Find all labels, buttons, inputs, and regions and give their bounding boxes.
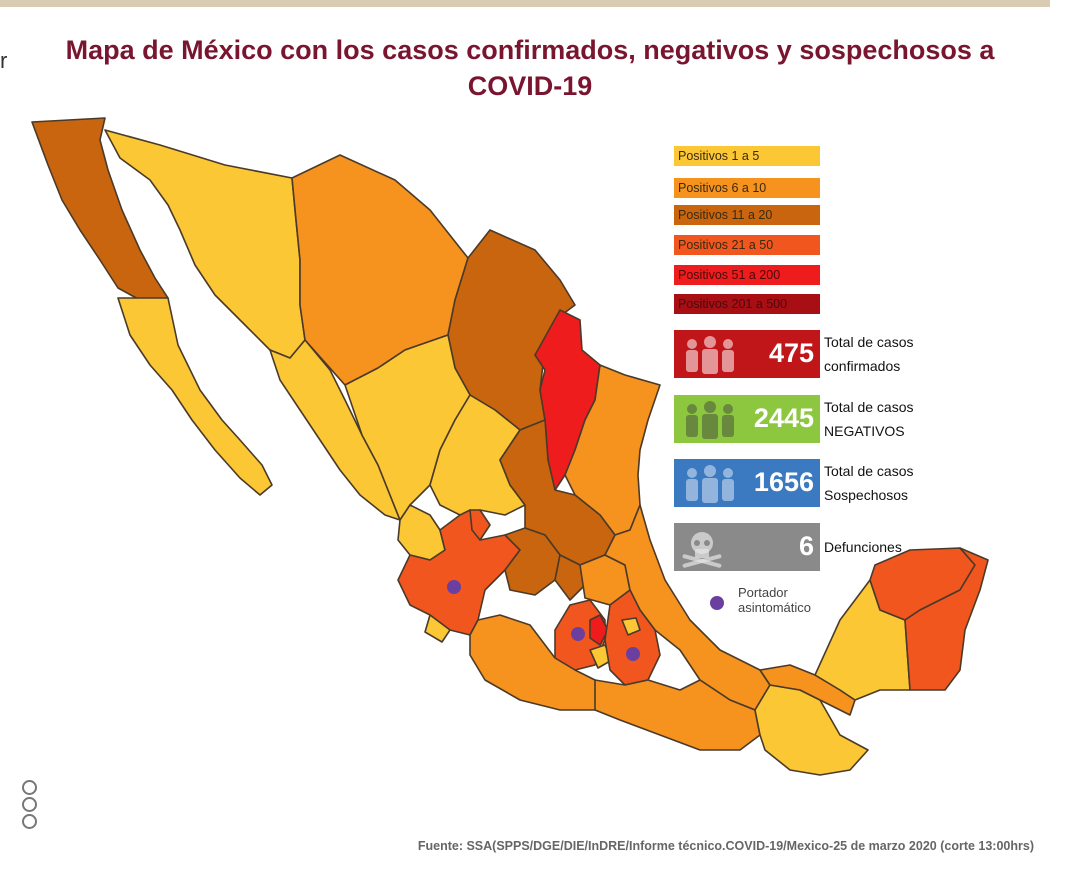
state-tlaxcala: [621, 617, 641, 636]
side-mark: r: [0, 48, 8, 73]
portador-marker-jalisco: [447, 580, 461, 594]
deaths-label: Defunciones: [824, 539, 902, 555]
portador-legend-dot: [710, 596, 724, 610]
portador-marker-puebla: [626, 647, 640, 661]
state-zacatecas: [429, 394, 526, 516]
state-quintana-roo: [904, 547, 989, 691]
people-icon: [686, 336, 734, 374]
negative-label: Total de casos NEGATIVOS: [824, 399, 914, 439]
state-aguascalientes: [469, 509, 491, 541]
negative-box: 2445: [674, 395, 820, 443]
suspect-box: 1656: [674, 459, 820, 507]
confirmed-label: Total de casos confirmados: [824, 334, 914, 374]
state-tabasco: [759, 664, 856, 716]
suspect-label: Total de casos Sospechosos: [824, 463, 914, 503]
state-guanajuato: [504, 527, 561, 596]
portador-legend-label: Portador asintomático: [738, 585, 811, 615]
legend-positivos-11-20: Positivos 11 a 20: [674, 205, 820, 225]
people-icon: [686, 401, 734, 439]
mexico-map: [31, 117, 989, 776]
suspect-value: 1656: [753, 467, 814, 497]
legend-positivos-51-200: Positivos 51 a 200: [674, 265, 820, 285]
state-queretaro: [554, 554, 586, 601]
legend-positivos-6-10: Positivos 6 a 10: [674, 178, 820, 198]
negative-value: 2445: [753, 403, 814, 433]
more-options-icon[interactable]: [22, 780, 38, 831]
state-colima: [424, 614, 451, 643]
deaths-value: 6: [798, 531, 814, 561]
state-mexico: [589, 614, 609, 646]
portador-marker-michoacan: [571, 627, 585, 641]
page-title: Mapa de México con los casos confirmados…: [65, 35, 995, 101]
state-baja-california-sur: [117, 297, 273, 496]
source-note: Fuente: SSA(SPPS/DGE/DIE/InDRE/Informe t…: [417, 839, 1034, 853]
legend-positivos-21-50: Positivos 21 a 50: [674, 235, 820, 255]
state-nayarit: [397, 504, 446, 561]
confirmed-box: 475: [674, 330, 820, 378]
confirmed-value: 475: [768, 338, 814, 368]
top-rule: [0, 0, 1050, 7]
deaths-box: 6: [674, 523, 820, 571]
skull-icon: [682, 532, 722, 568]
legend-positivos-201-500: Positivos 201 a 500: [674, 294, 820, 314]
legend-positivos-1-5: Positivos 1 a 5: [674, 146, 820, 166]
state-puebla: [604, 589, 661, 686]
people-icon: [686, 465, 734, 503]
